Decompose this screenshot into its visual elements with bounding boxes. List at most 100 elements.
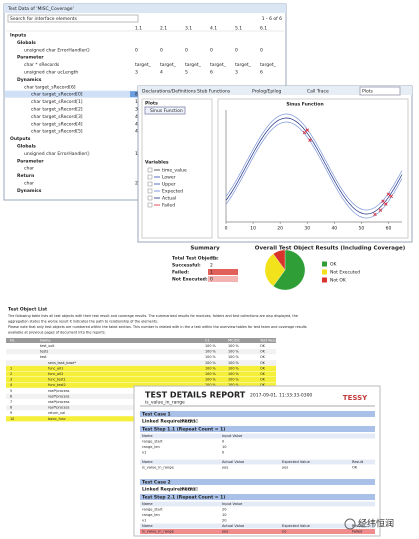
table-header-cell: Actual Value bbox=[222, 460, 245, 464]
table-cell: is_value_in_range bbox=[142, 466, 175, 470]
column-header: 2.1 bbox=[160, 26, 167, 32]
table-cell: yes bbox=[222, 530, 228, 534]
checkbox[interactable] bbox=[147, 188, 153, 194]
table-header-cell: Result bbox=[352, 460, 364, 464]
failed-marker bbox=[378, 208, 383, 212]
cell: tests bbox=[40, 350, 49, 354]
cell-value: 0 bbox=[235, 47, 238, 53]
tree-item[interactable]: unsigned char ErrorHandler() bbox=[24, 47, 90, 53]
failed-marker bbox=[389, 194, 393, 199]
table-header-cell: Actual Value bbox=[222, 524, 245, 528]
cell: OK bbox=[260, 350, 266, 354]
table-cell: range_len bbox=[142, 445, 160, 449]
tree-item[interactable]: Globals bbox=[17, 144, 36, 150]
cell: return_val bbox=[48, 411, 65, 415]
checkbox[interactable] bbox=[147, 174, 153, 180]
plot-panel bbox=[217, 98, 409, 239]
cell-value: 5 bbox=[185, 70, 188, 76]
plot-title: Sinus Function bbox=[286, 102, 323, 108]
tree-item[interactable]: char * sRecords bbox=[24, 62, 60, 68]
section-bar bbox=[140, 426, 375, 432]
description: aggregation status the worse result it i… bbox=[8, 320, 158, 324]
column-header: C1 bbox=[205, 339, 210, 343]
tree-item[interactable]: unsigned char ErrorHandler() bbox=[24, 151, 90, 157]
tree-item[interactable]: char target_sRecord[6] bbox=[24, 84, 76, 90]
tab[interactable]: Stub Functions bbox=[197, 89, 231, 95]
table-cell: 20 bbox=[222, 508, 227, 512]
table-header-cell: Expected Value bbox=[282, 460, 311, 464]
table-header-cell: Input Value bbox=[222, 434, 243, 438]
tab[interactable]: Declarations/Definitions bbox=[142, 89, 197, 95]
filter-box[interactable] bbox=[7, 14, 139, 23]
tree-item[interactable]: Parameter bbox=[17, 158, 44, 164]
tree-item[interactable]: char target_sRecord[0] bbox=[31, 92, 83, 98]
section-title: Test Step 1.1 (Repeat Count = 1) bbox=[142, 427, 225, 433]
cell-value: 0 bbox=[135, 47, 138, 53]
checkbox[interactable] bbox=[147, 195, 153, 201]
checkbox[interactable] bbox=[147, 167, 153, 173]
tree-item[interactable]: Globals bbox=[17, 40, 36, 46]
checkbox[interactable] bbox=[147, 202, 153, 208]
cell: 100 % bbox=[205, 344, 217, 348]
cell-value: target_ bbox=[260, 62, 277, 68]
description: available at previous pages of document … bbox=[8, 331, 106, 335]
tree-item[interactable]: Return bbox=[17, 173, 34, 179]
summary-title: Summary bbox=[190, 246, 220, 252]
table-cell: 10 bbox=[222, 513, 227, 517]
cell: test_suit bbox=[40, 344, 55, 348]
cell: OK bbox=[260, 344, 266, 348]
tree-item[interactable]: char target_sRecord[2] bbox=[31, 107, 83, 113]
tree-item[interactable]: Dynamics bbox=[17, 77, 42, 83]
tree-item[interactable]: Outputs bbox=[10, 136, 31, 142]
table-cell: no bbox=[282, 530, 286, 534]
cell: OK bbox=[260, 378, 266, 382]
tab[interactable]: Prolog/Epilog bbox=[252, 89, 281, 95]
cell: 6 bbox=[10, 394, 12, 398]
cell: 100 % bbox=[228, 378, 240, 382]
tree-item[interactable]: char target_sRecord[3] bbox=[31, 114, 83, 120]
cell: 4 bbox=[10, 383, 12, 387]
failed-marker bbox=[302, 130, 307, 135]
tree-item[interactable]: Inputs bbox=[10, 33, 26, 39]
value: [REQ-1] bbox=[180, 419, 198, 425]
cell: 100 % bbox=[205, 350, 217, 354]
plot-entry[interactable] bbox=[144, 106, 186, 115]
tree-item[interactable]: char target_sRecord[5] bbox=[31, 129, 83, 135]
tree-item[interactable]: unsigned char ucLength bbox=[24, 70, 78, 76]
watermark: 经纬恒润 bbox=[344, 518, 394, 530]
failed-marker bbox=[305, 128, 310, 132]
table-cell: range_start bbox=[142, 440, 163, 444]
tree-item[interactable]: Dynamics bbox=[17, 188, 42, 194]
row-bg bbox=[6, 382, 276, 388]
checkbox[interactable] bbox=[147, 181, 153, 187]
pie-slice bbox=[273, 249, 286, 271]
header-bar bbox=[6, 338, 276, 343]
cell-value: 6 bbox=[210, 70, 213, 76]
curve bbox=[225, 121, 403, 219]
table-cell: 10 bbox=[222, 445, 227, 449]
tree-item[interactable]: char target_sRecord[4] bbox=[31, 121, 83, 127]
tree-item[interactable]: Parameter bbox=[17, 55, 44, 61]
table-header-cell: Expected Value bbox=[282, 524, 311, 528]
cell: 100 % bbox=[205, 378, 217, 382]
side-panel bbox=[141, 98, 213, 239]
cell: 100 % bbox=[205, 366, 217, 370]
table-cell: range_start bbox=[142, 508, 163, 512]
tab[interactable]: Plots bbox=[362, 89, 373, 95]
description: Please note that only test objects are n… bbox=[8, 325, 307, 329]
legend-label: Not Executed bbox=[330, 270, 360, 276]
tree-item[interactable]: char bbox=[24, 181, 34, 187]
section-title: Test Object List bbox=[8, 307, 48, 313]
table-cell: Failed bbox=[352, 530, 362, 534]
table-cell: v1 bbox=[142, 451, 146, 455]
cell: func_test2 bbox=[48, 383, 66, 387]
tree-item[interactable]: char bbox=[24, 166, 34, 172]
column-header: 6.1 bbox=[260, 26, 267, 32]
tab[interactable]: Call Trace bbox=[307, 89, 329, 95]
tree-item[interactable]: char target_sRecord[1] bbox=[31, 99, 83, 105]
legend-swatch bbox=[322, 269, 327, 275]
cell: OK bbox=[260, 361, 266, 365]
failed-marker bbox=[308, 138, 312, 142]
x-tick-label: 40 bbox=[331, 226, 337, 232]
column-header: 5.1 bbox=[235, 26, 242, 32]
